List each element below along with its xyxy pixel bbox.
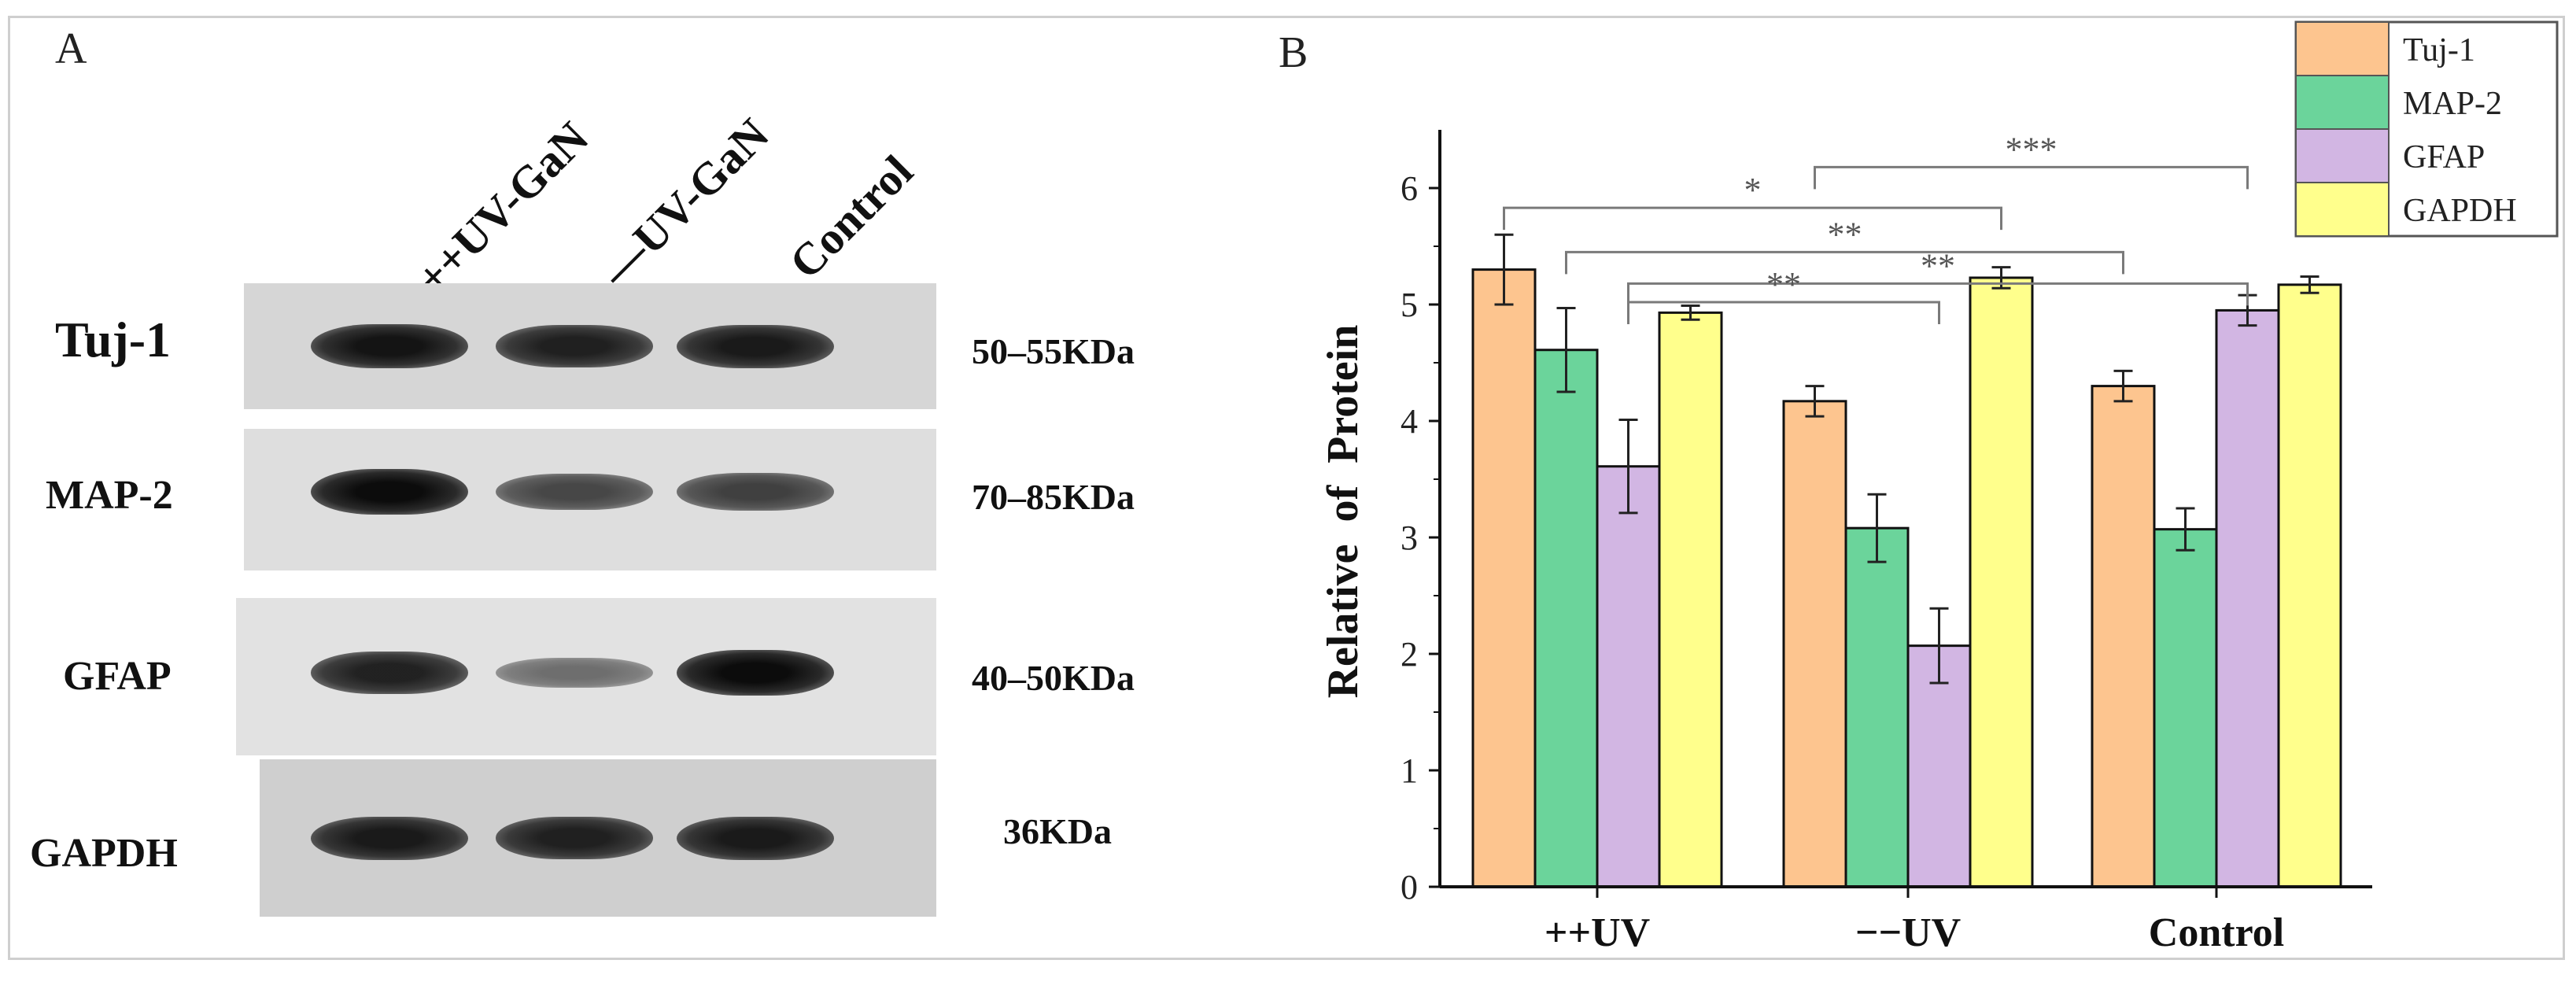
row-label-map2: MAP-2 xyxy=(46,473,173,518)
y-tick-label: 4 xyxy=(1401,402,1418,441)
significance-bracket-1 xyxy=(1814,165,2249,190)
error-bar-tuj-1-1 xyxy=(1494,233,1514,306)
y-tick-label: 2 xyxy=(1401,635,1418,674)
bar-gapdh-2 xyxy=(1969,276,2034,888)
legend-swatch-gfap xyxy=(2295,128,2390,183)
error-bar-map-2-3 xyxy=(2176,507,2195,552)
legend-swatch-gapdh xyxy=(2295,182,2390,237)
size-label-map2: 70–85KDa xyxy=(972,477,1135,517)
y-tick-label: 0 xyxy=(1401,868,1418,906)
x-tick-label: ++UV xyxy=(1544,910,1650,955)
significance-label: *** xyxy=(2006,130,2057,168)
significance-label: * xyxy=(1744,171,1762,209)
row-label-tuj1: Tuj-1 xyxy=(55,312,172,367)
blot-band-gapdh-lane-3 xyxy=(677,816,834,860)
legend: Tuj-1 MAP-2 GFAP GAPDH xyxy=(2294,20,2559,238)
y-tick-label: 6 xyxy=(1401,169,1418,208)
blot-band-map2-lane-1 xyxy=(311,469,468,515)
legend-swatch-map-2 xyxy=(2295,75,2390,130)
bar-tuj-1-1 xyxy=(1471,268,1537,888)
error-bar-tuj-1-2 xyxy=(1805,385,1825,418)
blot-band-gfap-lane-3 xyxy=(677,650,834,696)
legend-label-gapdh: GAPDH xyxy=(2403,193,2517,229)
error-bar-map-2-2 xyxy=(1867,493,1887,563)
bar-gfap-2 xyxy=(1906,644,1972,888)
axes: 0 1 2 3 4 5 6 ++UV −−UV Control xyxy=(1401,130,2372,955)
legend-swatch-tuj-1 xyxy=(2295,21,2390,76)
significance-label: ** xyxy=(1766,265,1801,304)
error-bar-gfap-2 xyxy=(1929,607,1949,685)
bar-map-2-3 xyxy=(2153,528,2218,888)
bar-map-2-1 xyxy=(1533,349,1599,888)
bar-gapdh-3 xyxy=(2277,283,2342,888)
significance-bracket-4 xyxy=(1627,282,2249,306)
panel-a-letter: A xyxy=(55,24,87,73)
y-tick-label: 3 xyxy=(1401,519,1418,557)
blot-band-tuj1-lane-2 xyxy=(496,325,653,367)
bar-gfap-3 xyxy=(2215,308,2280,888)
bar-tuj-1-3 xyxy=(2091,385,2156,888)
y-tick-label: 5 xyxy=(1401,286,1418,324)
blot-band-gapdh-lane-2 xyxy=(496,817,653,859)
significance-bracket-3 xyxy=(1565,250,2124,275)
significance-bracket-5 xyxy=(1627,301,1940,325)
blot-band-tuj1-lane-3 xyxy=(677,324,834,368)
significance-label: ** xyxy=(1828,215,1862,253)
size-label-gfap: 40–50KDa xyxy=(972,658,1135,698)
legend-label-tuj-1: Tuj-1 xyxy=(2403,32,2475,68)
figure-frame xyxy=(8,16,2565,960)
bars xyxy=(1471,233,2342,888)
x-tick-label: −−UV xyxy=(1855,910,1961,955)
x-tick-label: Control xyxy=(2149,910,2284,955)
y-tick-label: 1 xyxy=(1401,751,1418,790)
blot-band-tuj1-lane-1 xyxy=(311,323,468,369)
legend-label-map-2: MAP-2 xyxy=(2403,86,2502,122)
blot-band-map2-lane-2 xyxy=(496,474,653,510)
bar-gfap-1 xyxy=(1596,465,1661,888)
blot-band-gapdh-lane-1 xyxy=(311,816,468,860)
size-label-tuj1: 50–55KDa xyxy=(972,331,1135,371)
panel-b-letter: B xyxy=(1279,28,1308,77)
size-label-gapdh: 36KDa xyxy=(1003,811,1112,851)
bar-map-2-2 xyxy=(1844,526,1910,888)
row-label-gapdh: GAPDH xyxy=(30,831,178,876)
error-bar-map-2-1 xyxy=(1556,306,1576,393)
blot-band-gfap-lane-2 xyxy=(496,657,653,689)
error-bar-gfap-1 xyxy=(1618,419,1638,515)
bar-gapdh-1 xyxy=(1658,311,1723,888)
blot-band-gfap-lane-1 xyxy=(311,652,468,694)
y-axis-label: Relative of Protein xyxy=(1319,325,1367,699)
row-label-gfap: GFAP xyxy=(63,654,172,699)
significance-bracket-2 xyxy=(1503,206,2002,231)
blot-band-map2-lane-3 xyxy=(677,473,834,511)
bar-tuj-1-2 xyxy=(1782,400,1847,888)
significance-label: ** xyxy=(1921,246,1955,285)
legend-label-gfap: GFAP xyxy=(2403,139,2485,175)
significance-brackets: ********** xyxy=(1503,130,2249,325)
error-bar-tuj-1-3 xyxy=(2113,369,2133,403)
error-bar-gapdh-3 xyxy=(2300,275,2320,294)
error-bar-gapdh-1 xyxy=(1681,304,1700,321)
